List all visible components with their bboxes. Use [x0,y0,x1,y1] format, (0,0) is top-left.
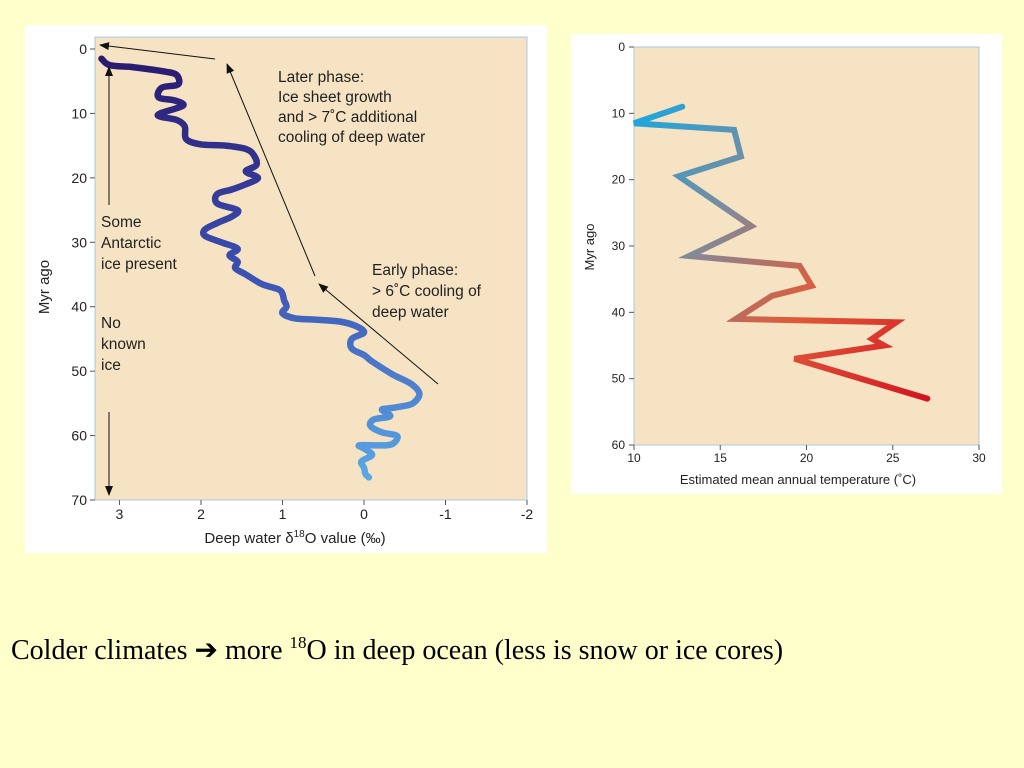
no-ice-annotation: No known ice [101,315,150,374]
y-tick-label: 40 [71,299,87,315]
isotope-series-line [98,55,423,481]
caption-prefix: Colder climates [11,635,195,666]
later-phase-arrow [226,63,316,277]
y-tick-label: 20 [71,170,87,186]
x-axis-title: Estimated mean annual temperature (˚C) [680,472,916,487]
temperature-series-line [633,103,931,402]
x-tick-label: -1 [439,506,452,522]
x-tick-label: -2 [521,506,534,522]
caption-superscript: 18 [289,633,307,652]
y-tick-label: 0 [79,41,87,57]
plot-area [633,46,980,446]
caption-suffix: O in deep ocean (less is snow or ice cor… [306,635,784,666]
y-tick-label: 50 [71,363,87,379]
x-tick-label: 15 [714,451,728,465]
y-tick-label: 60 [612,438,626,452]
early-phase-annotation: Early phase: > 6˚C cooling of deep water [372,262,485,321]
x-axis-title: Deep water δ18O value (‰) [204,529,385,547]
x-tick-label: 3 [116,506,124,522]
arrow-right-icon: ➔ [194,635,218,666]
right-chart-panel: 10 15 20 25 30 0 10 20 30 40 50 60 Estimated mean … [571,34,1002,494]
x-tick-label: 25 [886,451,900,465]
y-tick-label: 60 [71,428,87,444]
y-tick-label: 50 [612,372,626,386]
x-tick-label: 1 [279,506,287,522]
y-tick-label: 40 [612,305,626,319]
x-tick-label: 0 [360,506,368,522]
x-tick-label: 30 [972,451,986,465]
x-tick-label: 2 [197,506,205,522]
x-tick-label: 20 [800,451,814,465]
y-tick-label: 70 [71,492,87,508]
y-axis-title: Myr ago [582,224,597,271]
later-phase-arrow-top [99,42,216,60]
y-axis-title: Myr ago [36,260,53,314]
slide-caption: Colder climates ➔ more 18O in deep ocean… [11,633,783,667]
left-chart-panel: 3 2 1 0 -1 -2 0 10 20 30 40 50 60 70 Deep water δ18O… [25,25,547,553]
caption-middle: more [217,635,290,666]
temperature-chart: 10 15 20 25 30 0 10 20 30 40 50 60 Estimated mean … [582,40,986,487]
y-tick-label: 20 [612,173,626,187]
y-tick-label: 30 [612,239,626,253]
y-tick-label: 0 [618,40,625,54]
y-tick-label: 30 [71,234,87,250]
some-ice-annotation: Some Antarctic ice present [101,214,178,273]
later-phase-annotation: Later phase: Ice sheet growth and > 7˚C … [278,69,425,146]
x-tick-label: 10 [627,451,641,465]
early-phase-arrow [318,283,439,385]
y-tick-label: 10 [612,106,626,120]
y-tick-label: 10 [71,105,87,121]
